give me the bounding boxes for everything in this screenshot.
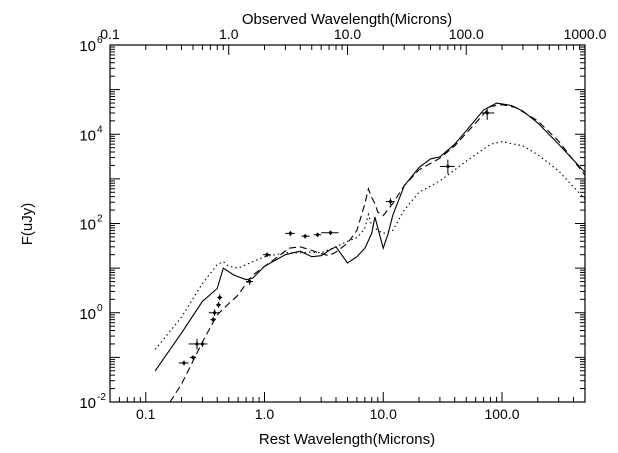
x-tick-label: 1.0: [255, 406, 275, 422]
data-point-marker: [195, 342, 199, 346]
y-tick-label: 10: [79, 306, 96, 323]
x2-axis-label: Observed Wavelength(Microns): [242, 11, 452, 28]
data-point: [208, 309, 220, 316]
data-point-marker: [328, 231, 333, 235]
data-point-marker: [191, 355, 195, 359]
data-point-marker: [182, 361, 186, 365]
x-tick-label: 0.1: [136, 406, 156, 422]
y-tick-exponent: 0: [97, 303, 103, 314]
x2-tick-label: 0.1: [100, 26, 120, 42]
data-point: [439, 159, 455, 174]
y-axis-label: F(uJy): [19, 203, 36, 246]
data-points: [178, 107, 495, 366]
x2-tick-label: 1000.0: [564, 26, 607, 42]
x-tick-label: 10.0: [370, 406, 397, 422]
data-point: [215, 301, 221, 308]
data-point-marker: [248, 279, 252, 284]
data-point: [313, 232, 322, 237]
data-point-marker: [485, 111, 489, 115]
model-curves: [154, 102, 585, 402]
x-tick-label: 100.0: [484, 406, 519, 422]
y-tick-label: 10: [79, 127, 96, 144]
y-tick-label: 10: [79, 395, 96, 412]
data-point: [321, 230, 339, 236]
data-point: [301, 234, 310, 239]
model-curve-dashed: [169, 104, 585, 402]
x2-tick-label: 10.0: [334, 26, 361, 42]
x-axis-label: Rest Wavelength(Microns): [259, 431, 435, 448]
data-point: [198, 341, 208, 348]
data-point-marker: [265, 253, 269, 257]
axis-ticks: 0.1 1.0 10.0 100.00.1 1.0 10.0 100.0 1000.010 -2…: [79, 26, 606, 422]
data-point: [262, 252, 271, 258]
data-point-marker: [303, 234, 307, 238]
data-point-marker: [288, 231, 292, 235]
y-tick-exponent: -2: [97, 392, 106, 403]
x2-tick-label: 1.0: [219, 26, 239, 42]
data-point-marker: [218, 295, 222, 300]
data-point: [217, 294, 223, 301]
y-tick-exponent: 4: [97, 124, 103, 135]
model-curve-solid: [154, 102, 585, 372]
data-point-marker: [200, 342, 205, 346]
data-point-marker: [446, 164, 450, 169]
plot-frame: [109, 44, 586, 403]
data-point-marker: [216, 303, 221, 307]
data-point: [246, 278, 253, 285]
data-point: [210, 317, 216, 323]
y-tick-label: 10: [79, 38, 96, 55]
data-point-marker: [388, 199, 393, 204]
data-point-marker: [315, 233, 320, 237]
y-tick-exponent: 2: [97, 214, 103, 225]
data-point: [480, 107, 495, 120]
data-point-marker: [211, 318, 215, 322]
model-curve-dotted: [154, 141, 585, 350]
data-point: [385, 198, 395, 205]
x2-tick-label: 100.0: [449, 26, 484, 42]
y-tick-exponent: 6: [97, 35, 103, 46]
data-point-marker: [212, 311, 217, 315]
data-point: [285, 230, 295, 237]
data-point: [189, 355, 197, 360]
data-point: [178, 360, 189, 366]
y-tick-label: 10: [79, 217, 96, 234]
